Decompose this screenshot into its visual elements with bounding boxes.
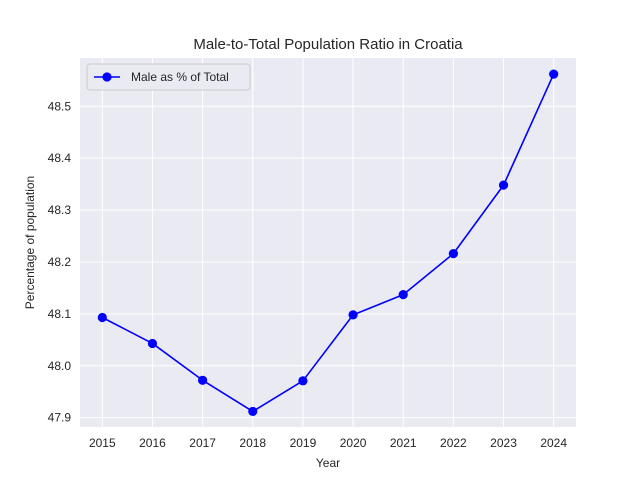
y-tick-label: 48.1	[48, 307, 72, 321]
y-tick-label: 47.9	[48, 411, 72, 425]
series-line	[101, 73, 555, 413]
data-point	[248, 406, 258, 417]
data-point	[298, 376, 308, 386]
x-tick-label: 2023	[490, 436, 517, 450]
legend: Male as % of Total	[86, 63, 251, 91]
data-point	[348, 310, 358, 320]
legend-label: Male as % of Total	[131, 70, 229, 84]
legend-box	[86, 63, 251, 91]
x-tick-label: 2018	[239, 436, 266, 450]
y-tick-label: 48.2	[48, 255, 72, 269]
data-point	[147, 338, 158, 349]
data-point	[398, 290, 408, 300]
data-point	[549, 69, 559, 79]
x-tick-label: 2016	[139, 436, 166, 450]
y-tick-label: 48.4	[48, 151, 72, 165]
data-point	[198, 375, 208, 385]
y-tick-label: 48.3	[48, 203, 72, 217]
y-axis-label: Percentage of population	[23, 176, 37, 309]
legend-marker	[102, 72, 112, 82]
x-tick-label: 2021	[390, 436, 417, 450]
data-point	[97, 312, 107, 323]
data-point	[448, 249, 458, 259]
y-tick-label: 48.0	[48, 359, 72, 373]
x-tick-label: 2019	[290, 436, 317, 450]
tick-labels: 2015 2016 2017 2018 2019 2020 2021 2022 2023 2024…	[48, 99, 568, 450]
x-tick-label: 2024	[540, 436, 567, 450]
x-tick-label: 2022	[440, 436, 467, 450]
x-tick-label: 2015	[89, 436, 116, 450]
data-point	[498, 180, 509, 190]
x-tick-label: 2017	[189, 436, 216, 450]
y-tick-label: 48.5	[48, 99, 72, 113]
x-tick-label: 2020	[340, 436, 367, 450]
chart-title: Male-to-Total Population Ratio in Croati…	[193, 36, 463, 53]
x-axis-label: Year	[316, 456, 340, 470]
series-layer	[97, 69, 559, 417]
grid-lines	[80, 58, 576, 427]
plot-area	[80, 58, 576, 427]
